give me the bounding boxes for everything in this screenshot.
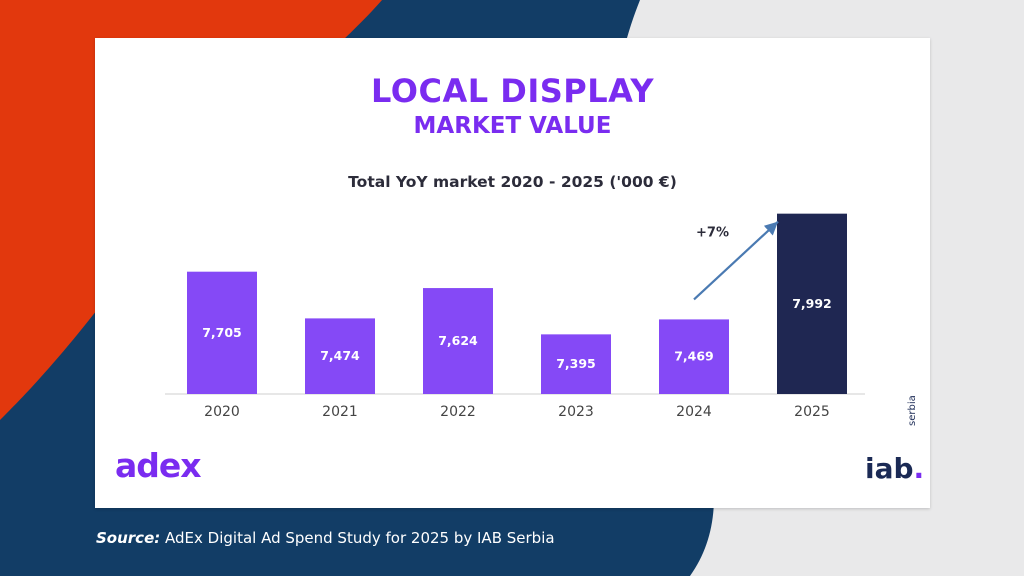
page-title: LOCAL DISPLAY <box>371 72 654 110</box>
source-text: AdEx Digital Ad Spend Study for 2025 by … <box>160 529 555 547</box>
iab-logo-dot: . <box>913 452 925 485</box>
growth-arrow <box>693 220 779 301</box>
x-tick-label-2023: 2023 <box>558 404 594 420</box>
bar-chart: 7,705 2020 7,474 2021 7,624 2022 7,395 2023 7,46… <box>165 213 865 420</box>
bar-value-label-2022: 7,624 <box>438 333 478 348</box>
source-label: Source: <box>96 529 161 547</box>
x-tick-label-2021: 2021 <box>322 404 358 420</box>
page-subtitle: MARKET VALUE <box>413 113 612 139</box>
bar-2023 <box>541 334 611 394</box>
bar-value-label-2023: 7,395 <box>556 356 596 371</box>
iab-logo-text: iab <box>865 452 914 485</box>
chart-card: LOCAL DISPLAY MARKET VALUE Total YoY mar… <box>95 38 930 508</box>
growth-annotation: +7% <box>696 226 729 241</box>
bar-2021 <box>305 318 375 394</box>
bar-value-label-2020: 7,705 <box>202 325 242 340</box>
iab-serbia-logo: iab. <box>865 452 924 485</box>
x-tick-label-2025: 2025 <box>794 404 830 420</box>
source-note: Source: AdEx Digital Ad Spend Study for … <box>96 529 555 547</box>
bar-2020 <box>187 271 257 394</box>
bar-value-label-2025: 7,992 <box>792 296 832 311</box>
bar-value-label-2021: 7,474 <box>320 348 360 363</box>
bar-2022 <box>423 288 493 394</box>
bar-value-label-2024: 7,469 <box>674 349 714 364</box>
chart-title: Total YoY market 2020 - 2025 ('000 €) <box>348 173 677 191</box>
x-tick-label-2020: 2020 <box>204 404 240 420</box>
iab-logo-serbia-text: serbia <box>907 395 918 426</box>
adex-logo: adex <box>115 446 202 485</box>
x-tick-label-2024: 2024 <box>676 404 712 420</box>
x-tick-label-2022: 2022 <box>440 404 476 420</box>
bar-2024 <box>659 319 729 394</box>
bar-2025 <box>777 213 847 394</box>
